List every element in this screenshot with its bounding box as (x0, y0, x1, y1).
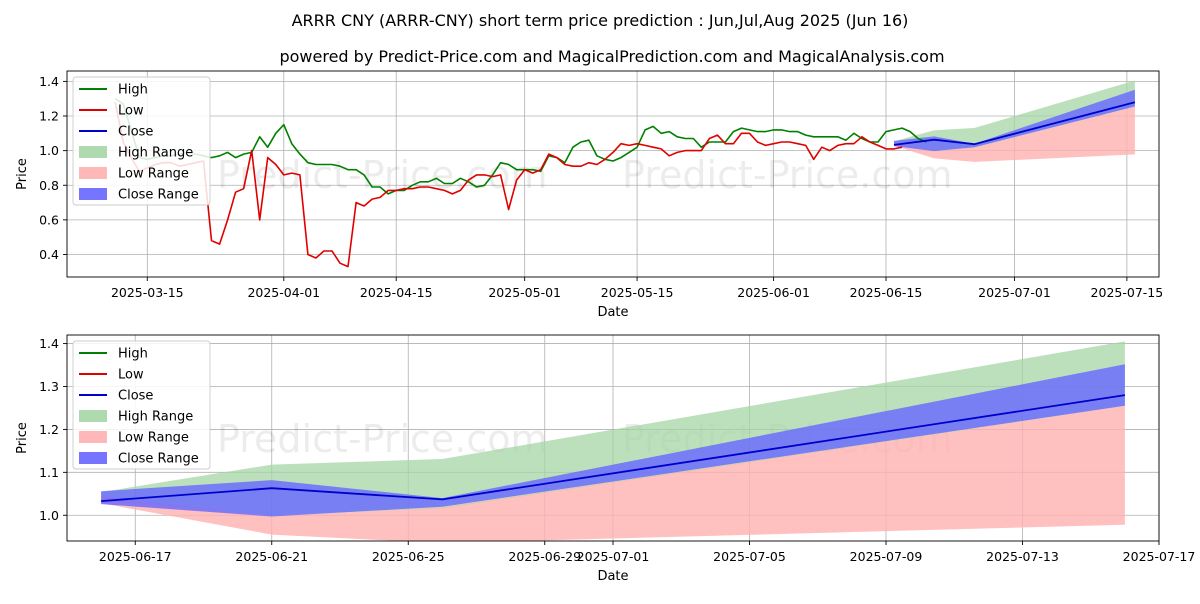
y-tick-label: 0.8 (39, 178, 59, 193)
legend-box (72, 76, 211, 206)
chart-subtitle: powered by Predict-Price.com and Magical… (279, 47, 944, 66)
x-tick-label: 2025-04-15 (360, 285, 433, 300)
y-tick-label: 1.1 (39, 465, 59, 480)
y-tick-label: 1.4 (39, 74, 59, 89)
y-tick-label: 1.2 (39, 422, 59, 437)
y-tick-label: 1.4 (39, 336, 59, 351)
y-tick-label: 1.3 (39, 379, 59, 394)
x-axis-label: Date (597, 569, 628, 584)
x-tick-label: 2025-06-01 (737, 285, 810, 300)
x-tick-label: 2025-06-25 (372, 549, 445, 564)
legend-box (72, 340, 211, 470)
chart-title: ARRR CNY (ARRR-CNY) short term price pre… (292, 11, 909, 30)
close-range-band (894, 89, 1135, 152)
close-forecast-line (101, 394, 1126, 502)
series-line-low (114, 102, 903, 268)
panel-overview: Predict-Price.com Predict-Price.com 2025-0… (15, 70, 1164, 320)
legend-label-close-range: Close Range (118, 188, 199, 203)
close-forecast-line (893, 101, 1136, 146)
y-axis-label: Price (15, 158, 30, 190)
legend-swatch-low-range (79, 167, 107, 179)
watermark-right: Predict-Price.com (622, 153, 953, 197)
legend-label-high: High (118, 83, 148, 98)
legend-label-low-range: Low Range (118, 167, 189, 182)
x-tick-label: 2025-07-17 (1123, 549, 1196, 564)
y-axis-label: Price (15, 422, 30, 454)
legend-forecast-detail: High Low Close High Range Low Range Close Ran… (72, 340, 211, 470)
x-tick-label: 2025-07-15 (1091, 285, 1164, 300)
x-tick-label: 2025-05-15 (601, 285, 674, 300)
x-tick-label: 2025-06-17 (99, 549, 172, 564)
x-tick-label: 2025-07-05 (713, 549, 786, 564)
panel-forecast-detail: Predict-Price.comPredict-Price.com2025-0… (15, 334, 1196, 584)
y-tick-label: 1.0 (39, 508, 59, 523)
legend-label-low: Low (118, 368, 144, 383)
axes-frame (66, 70, 1160, 278)
x-tick-label: 2025-05-01 (488, 285, 561, 300)
y-tick-label: 0.4 (39, 247, 59, 262)
x-tick-label: 2025-07-13 (986, 549, 1059, 564)
y-tick-label: 1.0 (39, 143, 59, 158)
legend-swatch-high-range (79, 410, 107, 422)
x-tick-label: 2025-07-01 (978, 285, 1051, 300)
legend-label-high-range: High Range (118, 410, 193, 425)
legend-overview: High Low Close High Range Low Range Close Ran… (72, 76, 211, 206)
high-range-band (101, 341, 1125, 516)
legend-label-close: Close (118, 125, 153, 140)
y-tick-label: 0.6 (39, 212, 59, 227)
low-range-band (101, 405, 1125, 541)
plot-area-forecast-detail (101, 341, 1126, 541)
legend-label-low-range: Low Range (118, 431, 189, 446)
legend-swatch-close-range (79, 452, 107, 464)
legend-label-close-range: Close Range (118, 452, 199, 467)
y-tick-label: 1.2 (39, 109, 59, 124)
x-tick-label: 2025-06-29 (508, 549, 581, 564)
plot-area-overview (114, 80, 1136, 268)
close-range-band (101, 364, 1125, 517)
x-tick-label: 2025-06-21 (235, 549, 308, 564)
x-tick-label: 2025-03-15 (111, 285, 184, 300)
legend-label-high: High (118, 347, 148, 362)
legend-label-high-range: High Range (118, 146, 193, 161)
legend-label-close: Close (118, 389, 153, 404)
x-axis-label: Date (597, 305, 628, 320)
x-tick-label: 2025-06-15 (850, 285, 923, 300)
high-range-band (894, 80, 1135, 151)
x-tick-label: 2025-07-01 (577, 549, 650, 564)
series-line-high (114, 98, 927, 195)
low-range-band (894, 106, 1135, 162)
legend-swatch-high-range (79, 146, 107, 158)
x-tick-label: 2025-04-01 (247, 285, 320, 300)
legend-swatch-low-range (79, 431, 107, 443)
legend-label-low: Low (118, 104, 144, 119)
legend-swatch-close-range (79, 188, 107, 200)
x-tick-label: 2025-07-09 (850, 549, 923, 564)
